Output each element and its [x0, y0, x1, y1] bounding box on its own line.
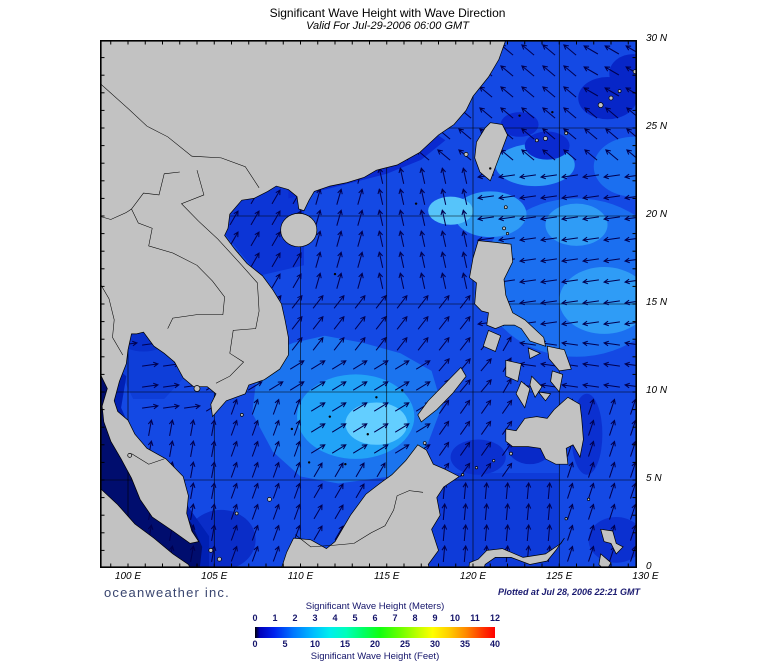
oceanweather-credit: oceanweather inc.: [104, 585, 230, 600]
colorbar-title-meters: Significant Wave Height (Meters): [305, 601, 445, 612]
y-axis-label: 15 N: [646, 297, 668, 308]
x-axis-label: 110 E: [287, 571, 314, 582]
land-sulawesi: [468, 537, 565, 568]
colorbar-tick-ft: 15: [339, 639, 350, 649]
colorbar-tick-m: 5: [352, 613, 358, 623]
colorbar-tick-m: 6: [372, 613, 378, 623]
land-luzon: [469, 240, 546, 347]
y-axis-label: 20 N: [646, 209, 668, 220]
x-axis-label: 125 E: [546, 571, 573, 582]
colorbar-tick-m: 11: [470, 613, 480, 623]
colorbar-tick-m: 3: [312, 613, 318, 623]
land-samar: [546, 345, 572, 372]
land-china-indochina-malaya: [100, 40, 507, 544]
colorbar-tick-ft: 10: [309, 639, 320, 649]
colorbar-tick-ft: 0: [252, 639, 258, 649]
y-axis-label: 5 N: [646, 473, 662, 484]
country-borders: [100, 82, 424, 548]
colorbar-tick-ft: 40: [489, 639, 500, 649]
map-frame: [100, 40, 637, 568]
land-mindoro: [482, 329, 502, 352]
land-hainan: [280, 213, 318, 248]
colorbar-tick-ft: 35: [459, 639, 470, 649]
wave-height-shading: [100, 54, 637, 568]
colorbar-tick-m: 4: [332, 613, 338, 623]
land-masses: [100, 40, 624, 568]
y-axis-label: 25 N: [646, 121, 668, 132]
x-axis-label: 130 E: [632, 571, 659, 582]
colorbar-tick-ft: 20: [369, 639, 380, 649]
colorbar-tick-m: 2: [292, 613, 298, 623]
colorbar-tick-ft: 25: [399, 639, 410, 649]
y-axis-label: 0: [646, 561, 652, 572]
x-axis-label: 105 E: [201, 571, 228, 582]
colorbar-gradient: [255, 627, 495, 638]
colorbar-tick-m: 0: [252, 613, 258, 623]
x-axis-label: 100 E: [114, 571, 142, 582]
x-axis-label: 115 E: [374, 571, 400, 582]
colorbar-tick-ft: 5: [282, 639, 288, 649]
plotted-timestamp: Plotted at Jul 28, 2006 22:21 GMT: [497, 587, 640, 597]
land-taiwan: [474, 122, 508, 182]
y-axis-label: 10 N: [646, 385, 668, 396]
chart-valid-time: Valid For Jul-29-2006 06:00 GMT: [306, 20, 469, 32]
land-masbate: [527, 347, 542, 360]
chart-title: Significant Wave Height with Wave Direct…: [269, 6, 506, 20]
map-canvas: [100, 40, 637, 568]
x-axis-label: 120 E: [459, 571, 487, 582]
land-halmahera-south: [598, 553, 612, 568]
y-axis-label: 30 N: [646, 33, 668, 44]
land-panay: [505, 359, 522, 382]
land-leyte: [550, 370, 564, 393]
colorbar-title-feet: Significant Wave Height (Feet): [310, 651, 440, 662]
colorbar-tick-ft: 30: [429, 639, 440, 649]
land-sumatra: [100, 487, 191, 568]
colorbar-tick-m: 1: [272, 613, 278, 623]
colorbar-tick-m: 9: [432, 613, 438, 623]
land-halmahera-north: [600, 528, 624, 555]
colorbar-tick-m: 8: [412, 613, 418, 623]
colorbar-tick-m: 10: [449, 613, 460, 623]
colorbar-tick-m: 12: [489, 613, 500, 623]
land-cebu: [529, 375, 543, 399]
land-borneo: [281, 444, 460, 568]
land-palawan: [417, 366, 467, 423]
colorbar-tick-m: 7: [392, 613, 398, 623]
land-bohol: [537, 391, 552, 402]
land-mindanao: [505, 396, 584, 465]
land-negros: [515, 380, 531, 409]
